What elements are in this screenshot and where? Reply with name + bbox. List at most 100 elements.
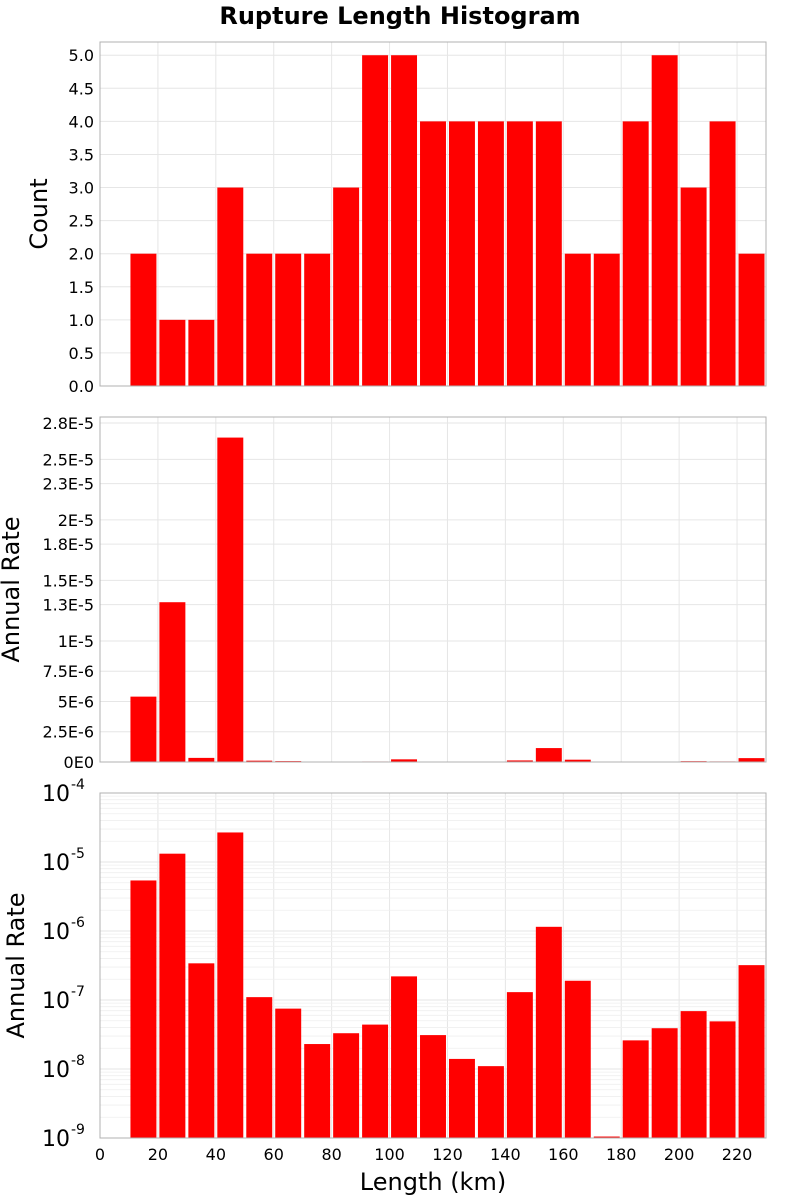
bar xyxy=(738,965,765,1138)
bar xyxy=(477,1066,504,1138)
bar xyxy=(535,926,562,1138)
bar xyxy=(130,696,157,762)
bar xyxy=(246,997,273,1138)
panel-2: 0E0 2.5E-6 5E-6 7.5E-6 1E-5 1.3E-5 1.5E-5 1.8E-… xyxy=(0,414,767,772)
x-tick-label: 120 xyxy=(432,1145,463,1164)
y-tick-label: 3.0 xyxy=(69,179,94,198)
bar xyxy=(593,253,620,386)
bar xyxy=(362,1024,389,1138)
y-tick-label: 2.5E-6 xyxy=(42,723,94,742)
x-tick-label: 140 xyxy=(490,1145,521,1164)
x-tick-label: 180 xyxy=(606,1145,637,1164)
chart-title: Rupture Length Histogram xyxy=(219,2,580,30)
bar xyxy=(333,187,360,386)
bar xyxy=(651,1028,678,1138)
y-tick-label: 1.8E-5 xyxy=(42,535,94,554)
bar xyxy=(130,253,157,386)
bar xyxy=(217,187,244,386)
y-tick-label: 10 xyxy=(42,851,70,876)
bar xyxy=(420,121,446,386)
plot-frame xyxy=(99,416,767,763)
bar xyxy=(477,121,504,386)
bar xyxy=(420,1035,446,1138)
bar xyxy=(564,980,591,1138)
y-tick-label: 0.0 xyxy=(69,377,94,396)
bar xyxy=(159,602,186,762)
bar xyxy=(188,963,215,1138)
y-tick-label: 5E-6 xyxy=(58,692,94,711)
bar xyxy=(448,1058,475,1138)
x-tick-label: 200 xyxy=(664,1145,695,1164)
plot-frame xyxy=(99,792,767,1139)
bar xyxy=(188,757,215,762)
bar xyxy=(622,1040,649,1138)
y-tick-exponent: -8 xyxy=(71,1053,85,1069)
y-tick-label: 10 xyxy=(42,1058,70,1083)
bar xyxy=(217,832,244,1138)
bar xyxy=(159,319,186,386)
x-tick-label: 80 xyxy=(321,1145,341,1164)
bar xyxy=(564,759,591,762)
y-axis-label: Annual Rate xyxy=(2,892,30,1038)
x-tick-label: 100 xyxy=(374,1145,405,1164)
y-tick-label: 10 xyxy=(42,989,70,1014)
bar xyxy=(738,758,765,762)
bar xyxy=(333,1033,360,1138)
y-tick-exponent: -4 xyxy=(71,777,85,793)
bar xyxy=(391,759,418,762)
x-tick-label: 160 xyxy=(548,1145,579,1164)
y-tick-label: 1.5E-5 xyxy=(42,571,94,590)
bar xyxy=(709,1021,736,1138)
y-tick-label: 1.5 xyxy=(69,278,94,297)
y-tick-label: 2.0 xyxy=(69,245,94,264)
y-tick-label: 4.5 xyxy=(69,79,94,98)
y-tick-exponent: -5 xyxy=(71,846,85,862)
y-tick-exponent: -9 xyxy=(71,1122,85,1138)
bar xyxy=(188,319,215,386)
bar xyxy=(680,187,707,386)
y-tick-label: 10 xyxy=(42,920,70,945)
bar xyxy=(246,253,273,386)
y-tick-label: 1.0 xyxy=(69,311,94,330)
bar xyxy=(391,55,418,386)
bar xyxy=(159,853,186,1138)
y-tick-label: 10 xyxy=(42,782,70,807)
y-tick-label: 1E-5 xyxy=(58,632,94,651)
y-tick-label: 2.5 xyxy=(69,212,94,231)
bar xyxy=(680,1011,707,1138)
bar xyxy=(362,55,389,386)
bar xyxy=(622,121,649,386)
bar xyxy=(738,253,765,386)
bar xyxy=(535,121,562,386)
y-tick-label: 0.5 xyxy=(69,344,94,363)
y-tick-label: 1.3E-5 xyxy=(42,596,94,615)
bar xyxy=(709,121,736,386)
plot-frame xyxy=(99,41,767,387)
y-tick-label: 0E0 xyxy=(64,753,94,772)
panel-1: 0.0 0.5 1.0 1.5 2.0 2.5 3.0 3.5 4.0 4.5 5.0 Count xyxy=(25,41,767,396)
y-tick-exponent: -7 xyxy=(71,984,85,1000)
x-axis-label: Length (km) xyxy=(360,1168,506,1196)
y-tick-label: 2.3E-5 xyxy=(42,475,94,494)
bar xyxy=(564,253,591,386)
y-tick-exponent: -6 xyxy=(71,915,85,931)
bar xyxy=(448,121,475,386)
y-axis-label: Annual Rate xyxy=(0,516,25,662)
bar xyxy=(506,992,533,1138)
y-tick-label: 2.8E-5 xyxy=(42,414,94,433)
x-tick-label: 40 xyxy=(206,1145,226,1164)
y-tick-label: 5.0 xyxy=(69,46,94,65)
y-tick-label: 7.5E-6 xyxy=(42,662,94,681)
bar xyxy=(130,880,157,1138)
bar xyxy=(651,55,678,386)
bar xyxy=(506,760,533,762)
x-tick-label: 0 xyxy=(95,1145,105,1164)
y-axis-label: Count xyxy=(25,178,53,249)
y-tick-label: 3.5 xyxy=(69,145,94,164)
bar xyxy=(275,253,302,386)
y-tick-label: 10 xyxy=(42,1127,70,1152)
bar xyxy=(506,121,533,386)
bar xyxy=(217,437,244,762)
